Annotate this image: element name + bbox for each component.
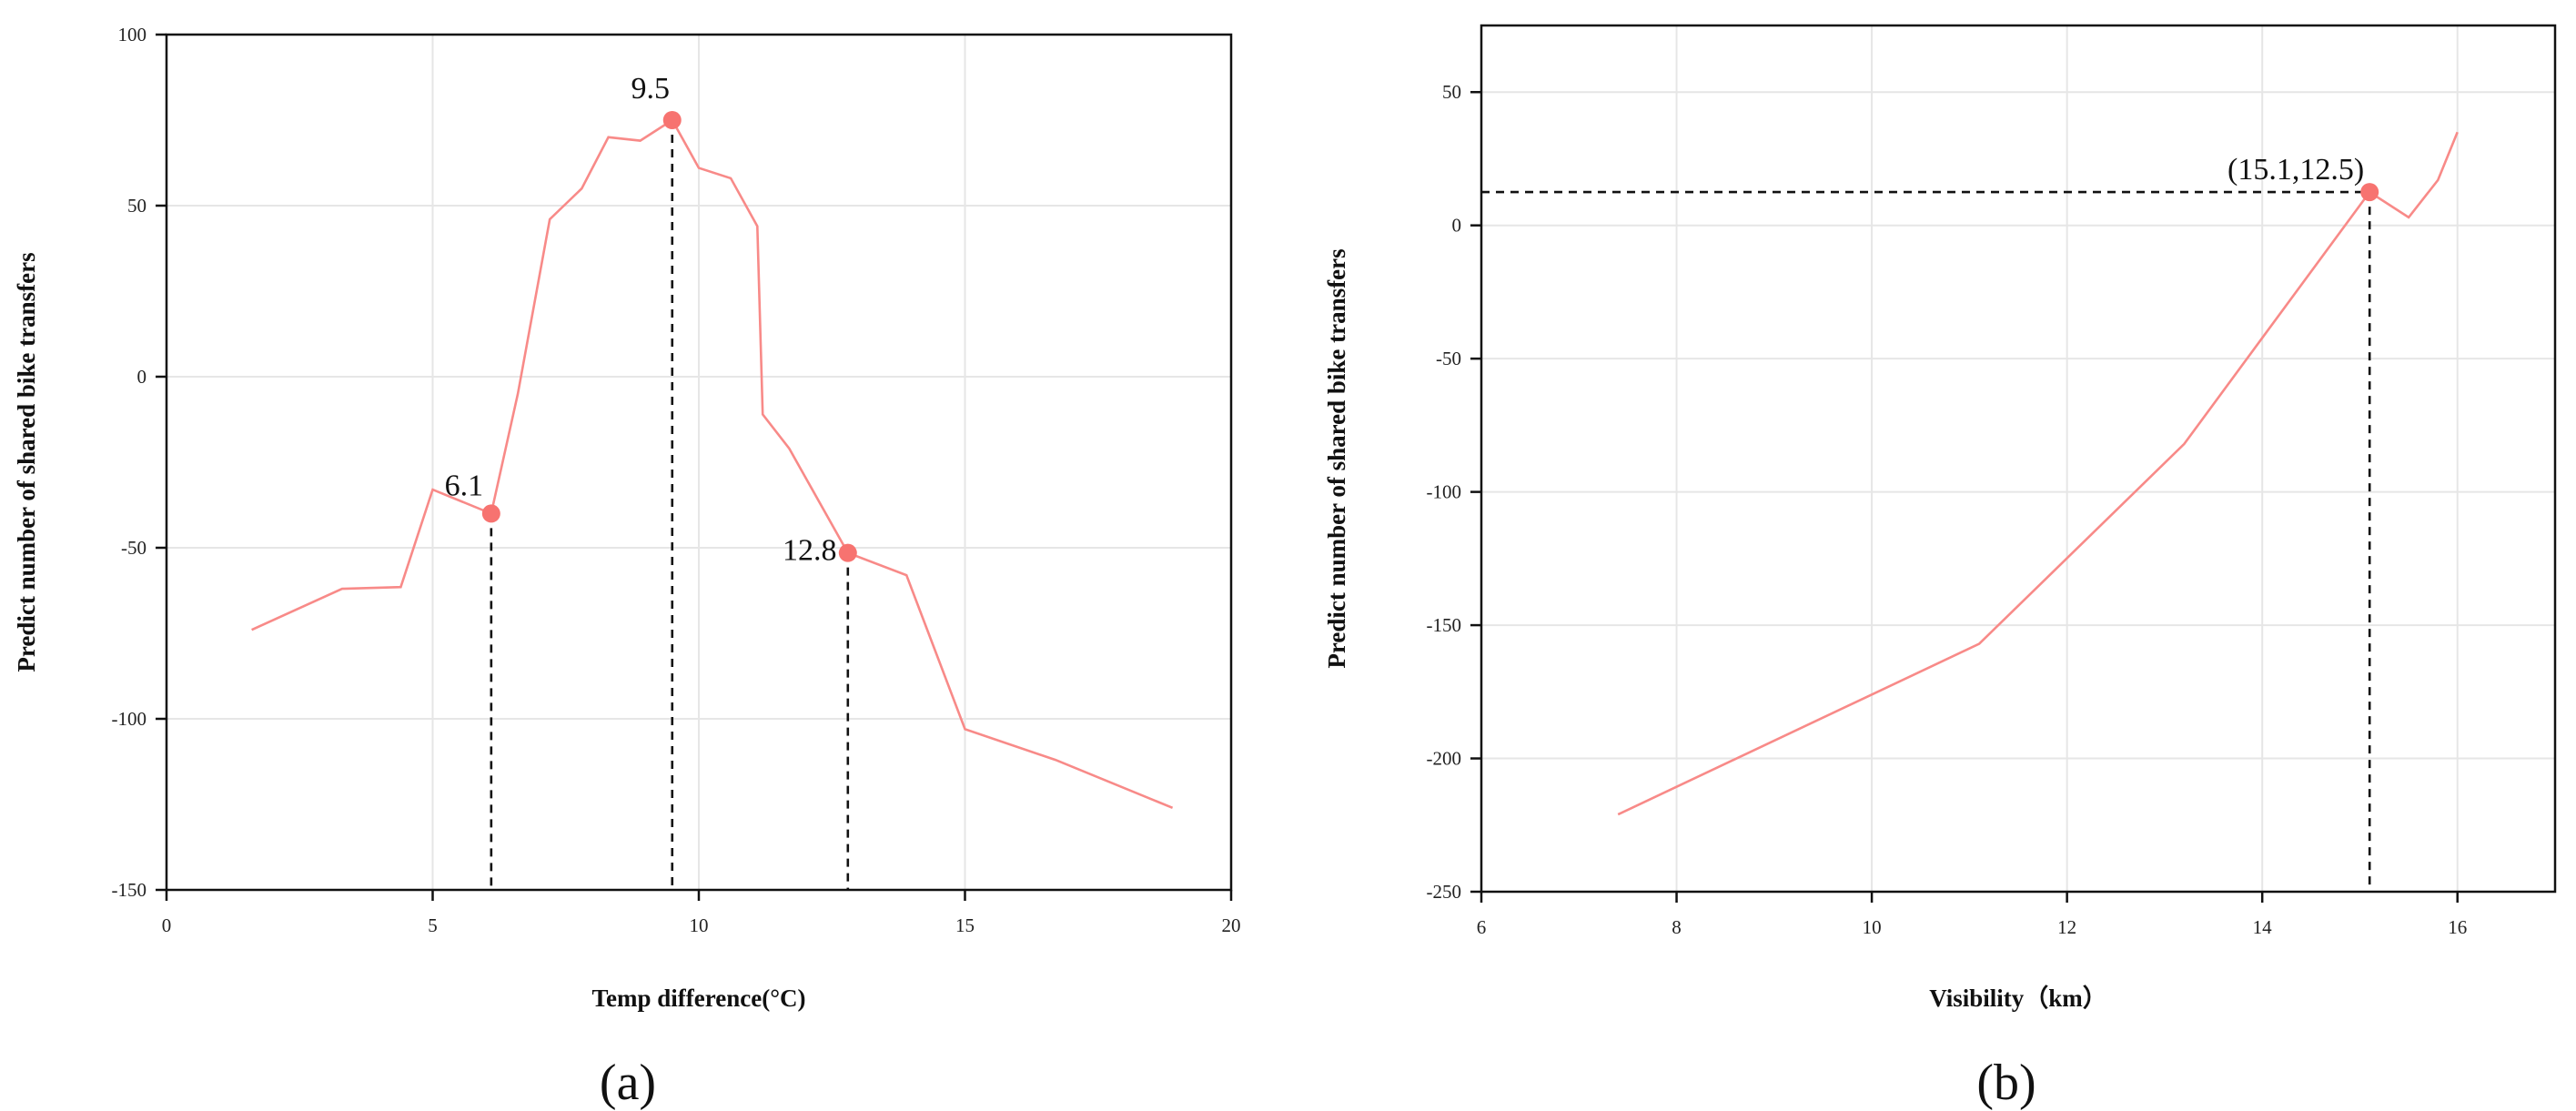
x-axis-title: Temp difference(°C) [592, 985, 806, 1012]
y-axis-title: Predict number of shared bike transfers [13, 252, 40, 672]
x-tick-label: 8 [1672, 916, 1682, 938]
y-tick-label: 50 [127, 195, 146, 217]
y-tick-label: -250 [1427, 881, 1462, 903]
x-tick-label: 6 [1477, 916, 1487, 938]
y-tick-label: 0 [137, 366, 147, 388]
highlight-label: 12.8 [783, 534, 837, 568]
chart-b: 6 8 10 12 14 16 -250 -200 -150 -100 -50 0 50 Visibili… [1323, 24, 2557, 1111]
x-tick-label: 5 [428, 914, 438, 936]
highlight-point [481, 504, 500, 523]
y-tick-label: -150 [1427, 614, 1462, 636]
chart-a: 0 5 10 15 20 -150 -100 -50 0 50 100 Temp difference… [13, 24, 1241, 1111]
y-tick-label: -50 [121, 537, 146, 559]
y-tick-label: -100 [1427, 481, 1462, 503]
x-tick-label: 15 [955, 914, 975, 936]
x-tick-label: 10 [1863, 916, 1882, 938]
y-tick-label: -150 [112, 879, 147, 901]
y-axis-title: Predict number of shared bike transfers [1323, 248, 1350, 668]
x-tick-label: 12 [2057, 916, 2076, 938]
series-line [1617, 131, 2459, 816]
highlight-label: (15.1,12.5) [2227, 153, 2364, 187]
x-tick-label: 0 [162, 914, 172, 936]
y-tick-label: 100 [118, 24, 147, 45]
highlight-point [2360, 183, 2379, 202]
y-tick-label: -200 [1427, 748, 1462, 770]
highlight-point [662, 111, 682, 129]
series-line [251, 118, 1174, 810]
highlight-point [838, 543, 857, 562]
x-tick-label: 16 [2448, 916, 2467, 938]
highlight-label: 6.1 [445, 469, 484, 502]
y-tick-label: -50 [1436, 348, 1461, 369]
chart-caption: (a) [600, 1055, 656, 1111]
x-tick-label: 20 [1222, 914, 1241, 936]
y-tick-label: 50 [1442, 81, 1461, 103]
y-tick-label: -100 [112, 708, 147, 730]
x-tick-label: 10 [690, 914, 709, 936]
plot-frame [1480, 24, 2557, 894]
highlight-label: 9.5 [631, 72, 671, 106]
y-tick-label: 0 [1452, 215, 1462, 237]
x-tick-label: 14 [2253, 916, 2273, 938]
chart-caption: (b) [1976, 1055, 2036, 1111]
x-axis-title: Visibility（km） [1929, 985, 2107, 1012]
